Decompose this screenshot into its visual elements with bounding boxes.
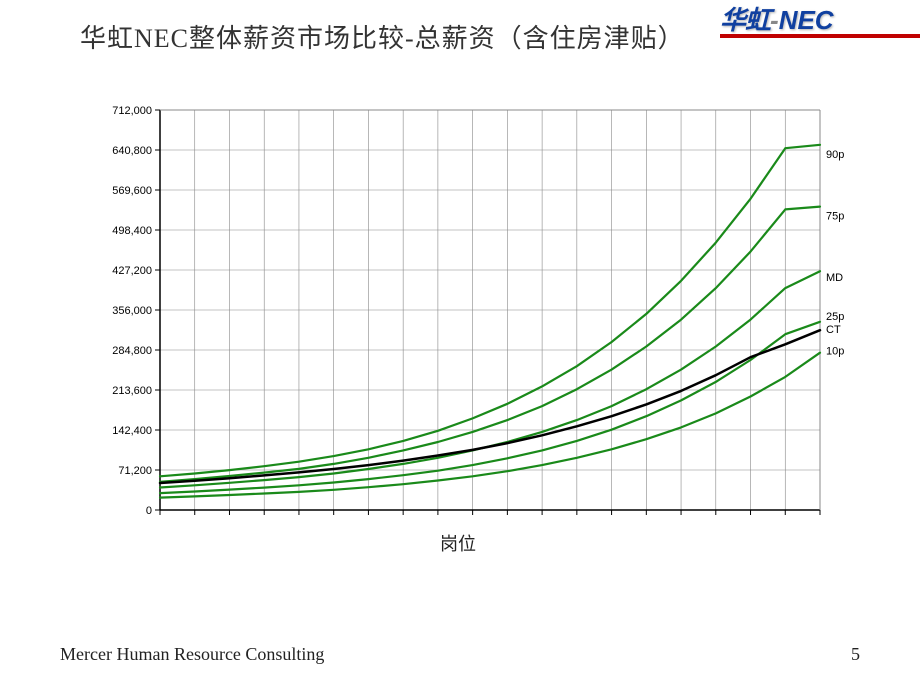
logo-underline — [720, 34, 920, 38]
salary-chart: 0 71,200 142,400 213,600 284,800 356,000 427,2… — [100, 100, 860, 620]
slide: 华虹NEC整体薪资市场比较-总薪资（含住房津贴） 华虹-NEC 0 71,200 1… — [0, 0, 920, 690]
series-label-75p: 75p — [826, 211, 844, 223]
svg-text:569,600: 569,600 — [112, 185, 152, 197]
svg-text:71,200: 71,200 — [118, 465, 152, 477]
svg-text:284,800: 284,800 — [112, 345, 152, 357]
svg-text:712,000: 712,000 — [112, 105, 152, 117]
svg-text:0: 0 — [146, 505, 152, 517]
svg-text:640,800: 640,800 — [112, 145, 152, 157]
svg-text:498,400: 498,400 — [112, 225, 152, 237]
footer-source: Mercer Human Resource Consulting — [60, 644, 324, 665]
page-number: 5 — [851, 644, 860, 665]
chart-svg: 0 71,200 142,400 213,600 284,800 356,000 427,2… — [100, 100, 860, 620]
series-label-90p: 90p — [826, 149, 844, 161]
series-label-MD: MD — [826, 272, 843, 284]
series-label-CT: CT — [826, 324, 841, 336]
page-title: 华虹NEC整体薪资市场比较-总薪资（含住房津贴） — [80, 18, 685, 55]
brand-logo: 华虹-NEC — [720, 0, 920, 40]
logo-text-nec: NEC — [779, 5, 834, 35]
series-label-10p: 10p — [826, 345, 844, 357]
svg-text:427,200: 427,200 — [112, 265, 152, 277]
svg-text:213,600: 213,600 — [112, 385, 152, 397]
x-axis-label: 岗位 — [440, 530, 476, 556]
svg-text:356,000: 356,000 — [112, 305, 152, 317]
logo-text-hh: 华虹 — [720, 5, 770, 35]
series-label-25p: 25p — [826, 311, 844, 323]
svg-text:142,400: 142,400 — [112, 425, 152, 437]
logo-dash: - — [770, 5, 779, 35]
